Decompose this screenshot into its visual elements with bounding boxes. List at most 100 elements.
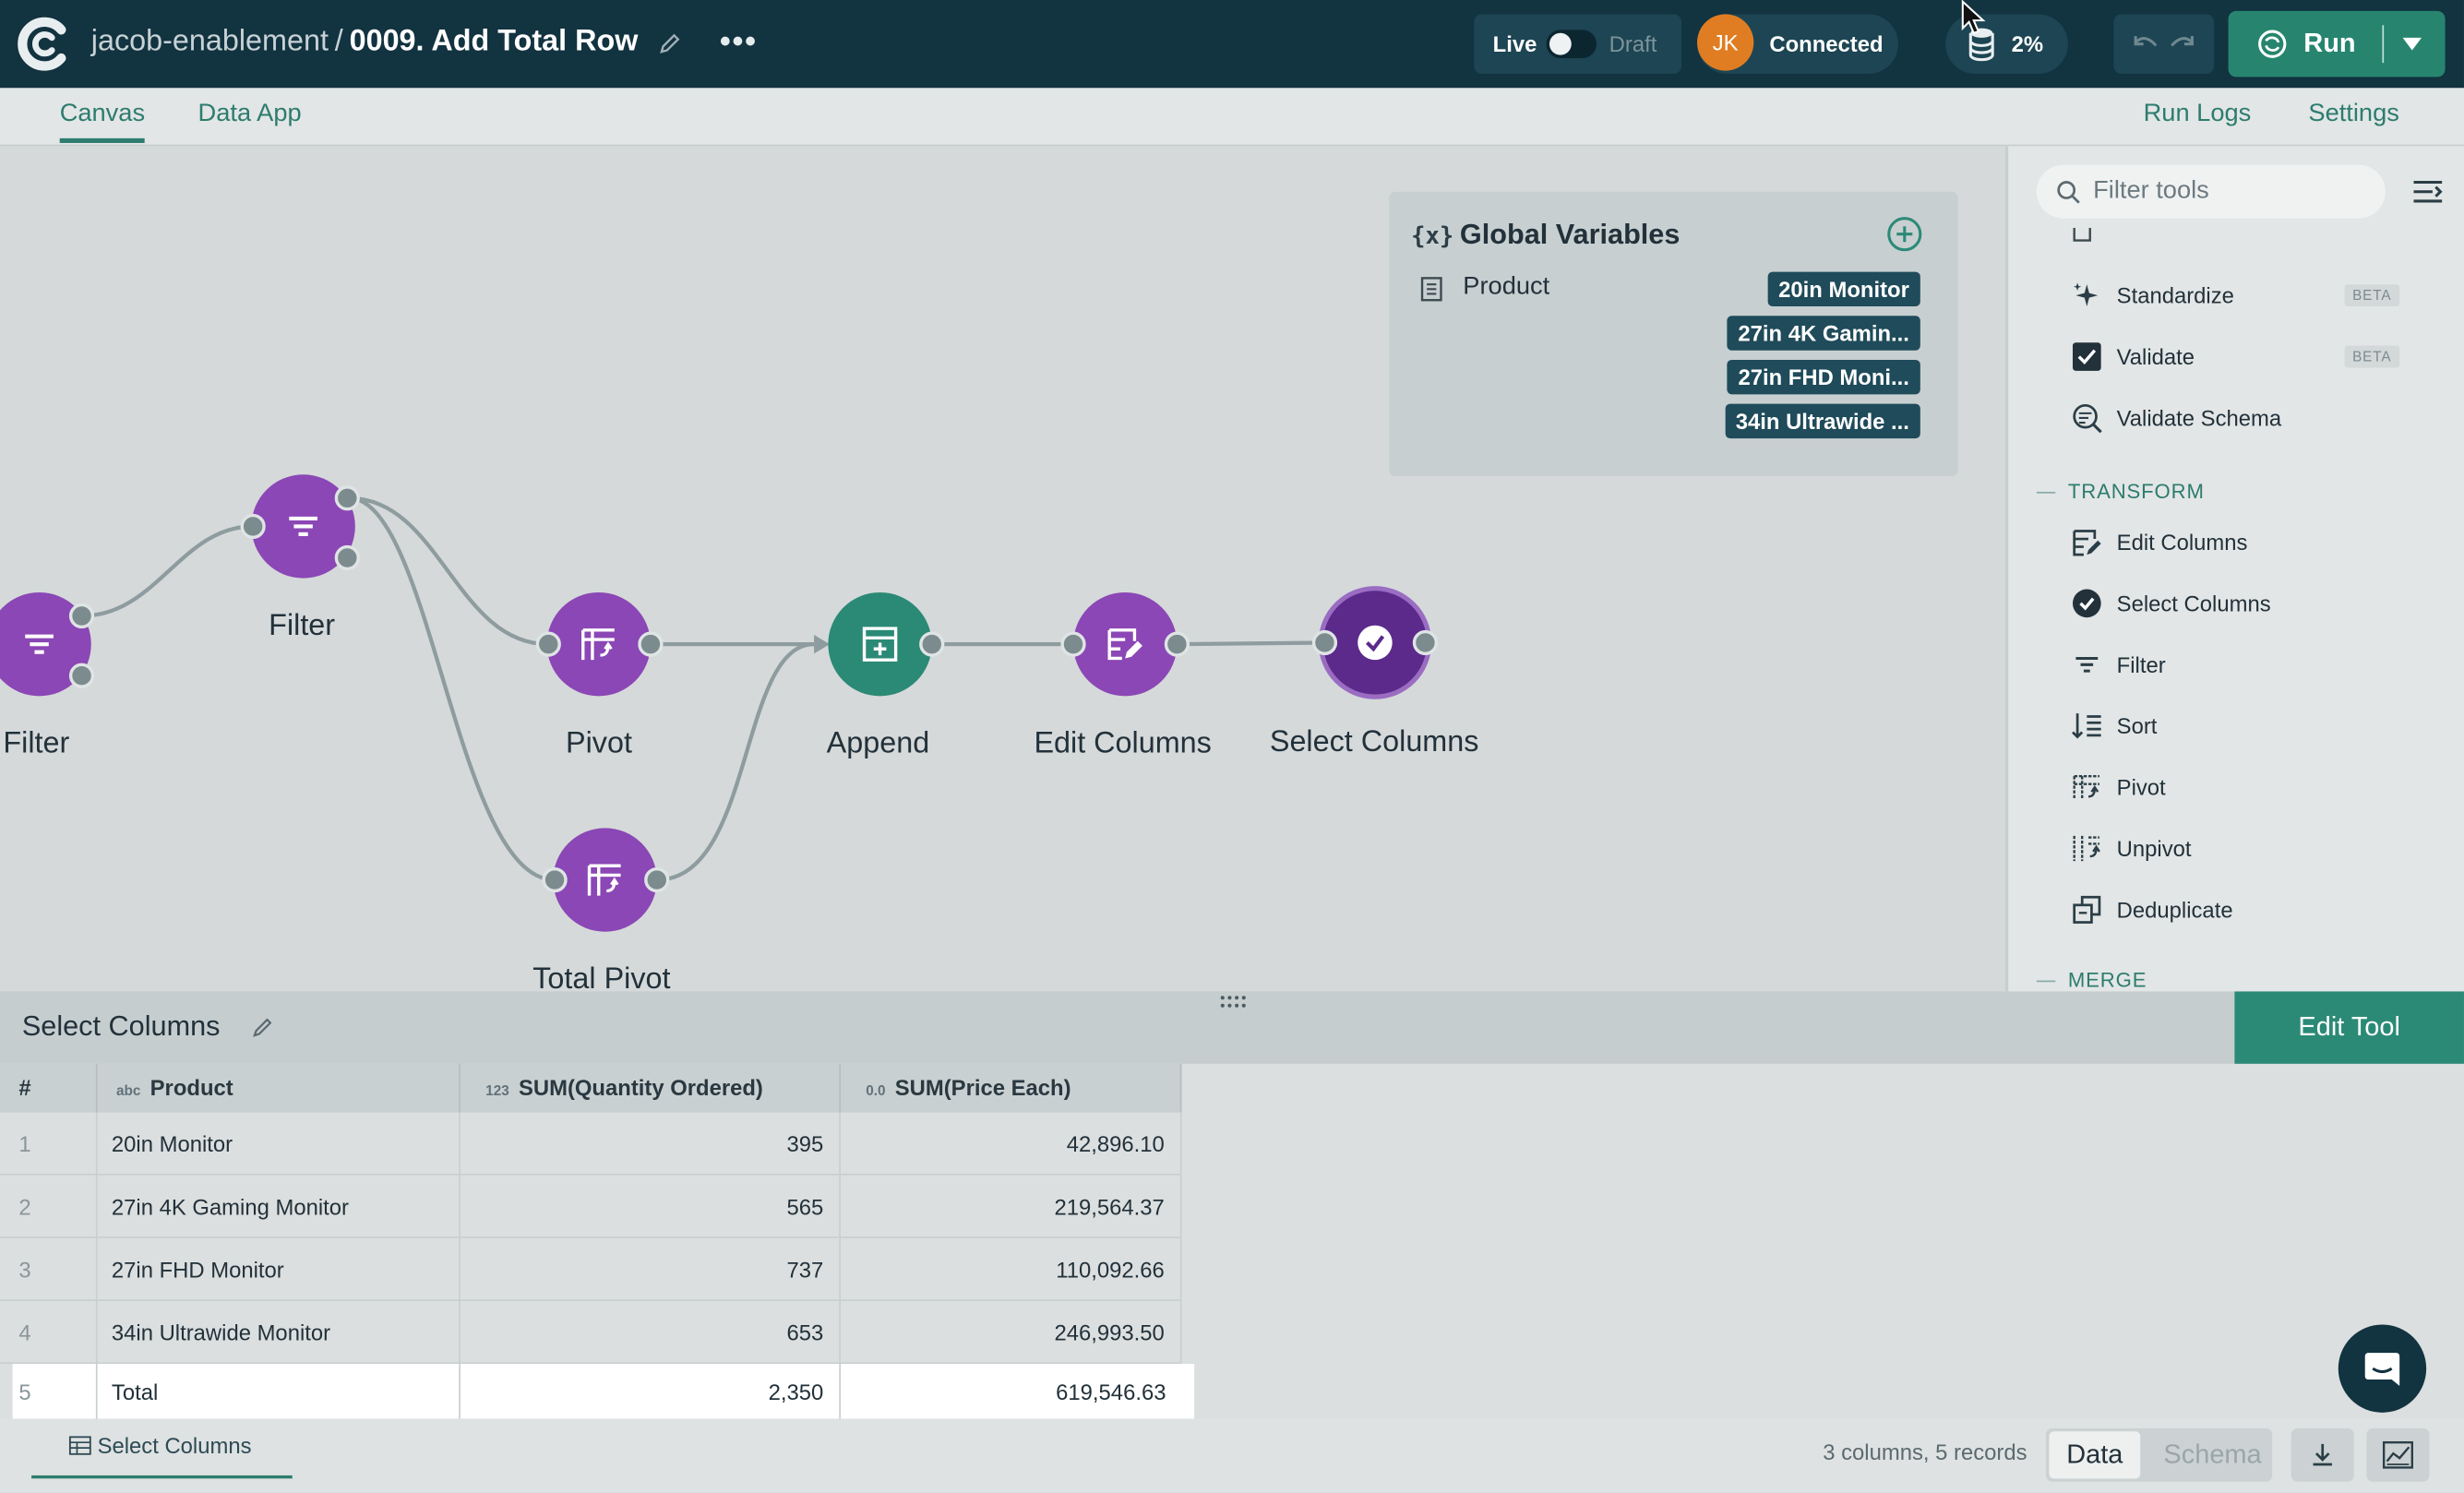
variable-value-chip[interactable]: 27in FHD Moni... — [1727, 359, 1920, 395]
string-type-icon: abc — [116, 1082, 141, 1099]
cell-product[interactable]: 20in Monitor — [98, 1112, 461, 1176]
rename-pencil-icon[interactable] — [251, 1017, 273, 1039]
node-port[interactable] — [1164, 631, 1190, 657]
row-number: 2 — [0, 1175, 98, 1238]
table-row[interactable]: 3 27in FHD Monitor 737 110,092.66 — [0, 1237, 1182, 1301]
cell-product[interactable]: 34in Ultrawide Monitor — [98, 1300, 461, 1365]
node-port[interactable] — [1412, 629, 1439, 656]
schema-view-button[interactable]: Schema — [2163, 1439, 2262, 1470]
run-button[interactable]: Run — [2228, 10, 2446, 78]
cell-quantity[interactable]: 2,350 — [461, 1364, 841, 1421]
redo-icon[interactable] — [2167, 29, 2198, 60]
tool-unpivot[interactable]: Unpivot — [2071, 830, 2433, 870]
cell-price[interactable]: 110,092.66 — [841, 1237, 1182, 1301]
node-total-pivot[interactable] — [553, 828, 657, 932]
table-row[interactable]: 1 20in Monitor 395 42,896.10 — [0, 1112, 1182, 1176]
section-merge[interactable]: MERGE — [2036, 968, 2147, 991]
flow-canvas[interactable]: Filter Filter Pivot Total Pivot Append — [0, 146, 2005, 992]
node-port[interactable] — [1311, 629, 1338, 656]
connection-status[interactable]: JK Connected — [1697, 14, 1898, 75]
tab-settings[interactable]: Settings — [2308, 100, 2399, 127]
more-options-button[interactable]: ••• — [719, 25, 758, 60]
support-chat-button[interactable] — [2338, 1324, 2427, 1413]
pivot-icon — [587, 864, 621, 896]
data-view-button[interactable]: Data — [2049, 1431, 2141, 1479]
tool-sort[interactable]: Sort — [2071, 707, 2433, 747]
edit-tool-button[interactable]: Edit Tool — [2234, 991, 2464, 1064]
live-draft-toggle[interactable] — [1546, 30, 1597, 59]
variable-name[interactable]: Product — [1463, 273, 1550, 301]
tab-run-logs[interactable]: Run Logs — [2143, 100, 2252, 127]
node-port[interactable] — [638, 631, 664, 657]
section-label: TRANSFORM — [2067, 479, 2205, 503]
node-port[interactable] — [1060, 631, 1086, 657]
node-pivot[interactable] — [546, 591, 651, 697]
section-transform[interactable]: TRANSFORM — [2036, 479, 2205, 503]
node-port[interactable] — [240, 513, 266, 540]
tool-validate-schema[interactable]: Validate Schema — [2071, 400, 2433, 440]
column-header[interactable]: # — [0, 1063, 98, 1113]
output-tab-label: Select Columns — [97, 1432, 252, 1459]
table-row[interactable]: 4 34in Ultrawide Monitor 653 246,993.50 — [0, 1300, 1182, 1365]
tool-deduplicate[interactable]: Deduplicate — [2071, 890, 2433, 931]
run-icon — [2258, 30, 2287, 58]
app-logo-icon[interactable] — [16, 16, 72, 72]
cell-product[interactable]: 27in 4K Gaming Monitor — [98, 1175, 461, 1238]
column-header[interactable]: abc Product — [98, 1063, 461, 1113]
cell-price[interactable]: 219,564.37 — [841, 1175, 1182, 1238]
variable-value-chip[interactable]: 20in Monitor — [1767, 271, 1920, 307]
cell-price[interactable]: 619,546.63 — [1056, 1380, 1166, 1405]
tool-search-input[interactable] — [2093, 174, 2376, 209]
node-append[interactable] — [828, 591, 932, 697]
node-label: Append — [826, 727, 930, 761]
node-port[interactable] — [644, 866, 670, 893]
rename-pencil-icon[interactable] — [657, 31, 682, 56]
tool-select-columns[interactable]: Select Columns — [2071, 584, 2433, 625]
node-edit-columns[interactable] — [1073, 591, 1178, 697]
cell-quantity[interactable]: 737 — [461, 1237, 841, 1301]
chevron-down-icon[interactable] — [2401, 36, 2423, 52]
column-label: SUM(Quantity Ordered) — [518, 1074, 763, 1100]
workspace-link[interactable]: jacob-enablement — [90, 25, 329, 59]
tool-filter[interactable]: Filter — [2071, 646, 2433, 687]
tool-standardize[interactable]: Standardize BETA — [2071, 277, 2433, 317]
row-number: 3 — [0, 1237, 98, 1301]
cell-product[interactable]: Total — [98, 1364, 461, 1421]
tab-data-app[interactable]: Data App — [197, 100, 302, 127]
node-port[interactable] — [535, 631, 561, 657]
cell-price[interactable]: 42,896.10 — [841, 1112, 1182, 1176]
node-port[interactable] — [68, 663, 95, 688]
cell-quantity[interactable]: 653 — [461, 1300, 841, 1365]
undo-icon[interactable] — [2129, 29, 2160, 60]
variable-value-chip[interactable]: 27in 4K Gamin... — [1727, 316, 1920, 351]
tool-pivot[interactable]: Pivot — [2071, 769, 2433, 809]
column-header[interactable]: 0.0 SUM(Price Each) — [841, 1063, 1182, 1113]
resize-handle-icon[interactable] — [1219, 995, 1248, 1010]
table-row[interactable]: 2 27in 4K Gaming Monitor 565 219,564.37 — [0, 1175, 1182, 1238]
node-port[interactable] — [542, 866, 568, 893]
node-port[interactable] — [68, 603, 95, 629]
cell-quantity[interactable]: 395 — [461, 1112, 841, 1176]
node-port[interactable] — [334, 485, 360, 511]
tool-validate[interactable]: Validate BETA — [2071, 338, 2433, 378]
download-button[interactable] — [2291, 1427, 2354, 1482]
node-select-columns[interactable] — [1322, 591, 1428, 695]
chart-view-button[interactable] — [2366, 1427, 2430, 1482]
variable-value-chip[interactable]: 34in Ultrawide ... — [1724, 403, 1920, 439]
avatar[interactable]: JK — [1697, 14, 1754, 71]
flow-name[interactable]: 0009. Add Total Row — [349, 25, 639, 59]
tab-canvas[interactable]: Canvas — [59, 101, 146, 143]
pivot-icon — [2073, 774, 2099, 800]
tab-select-columns-output[interactable]: Select Columns — [31, 1419, 293, 1479]
add-variable-icon[interactable] — [1885, 215, 1923, 253]
tool-edit-columns[interactable]: Edit Columns — [2071, 523, 2433, 564]
column-header[interactable]: 123 SUM(Quantity Ordered) — [461, 1063, 841, 1113]
node-port[interactable] — [919, 631, 945, 657]
node-port[interactable] — [334, 544, 360, 571]
cell-product[interactable]: 27in FHD Monitor — [98, 1237, 461, 1301]
table-row-total[interactable]: 5 Total 2,350 619,546.63 — [12, 1364, 1195, 1421]
node-label: Select Columns — [1269, 725, 1479, 759]
cell-quantity[interactable]: 565 — [461, 1175, 841, 1238]
cell-price[interactable]: 246,993.50 — [841, 1300, 1182, 1365]
collapse-panel-icon[interactable] — [2410, 177, 2445, 206]
